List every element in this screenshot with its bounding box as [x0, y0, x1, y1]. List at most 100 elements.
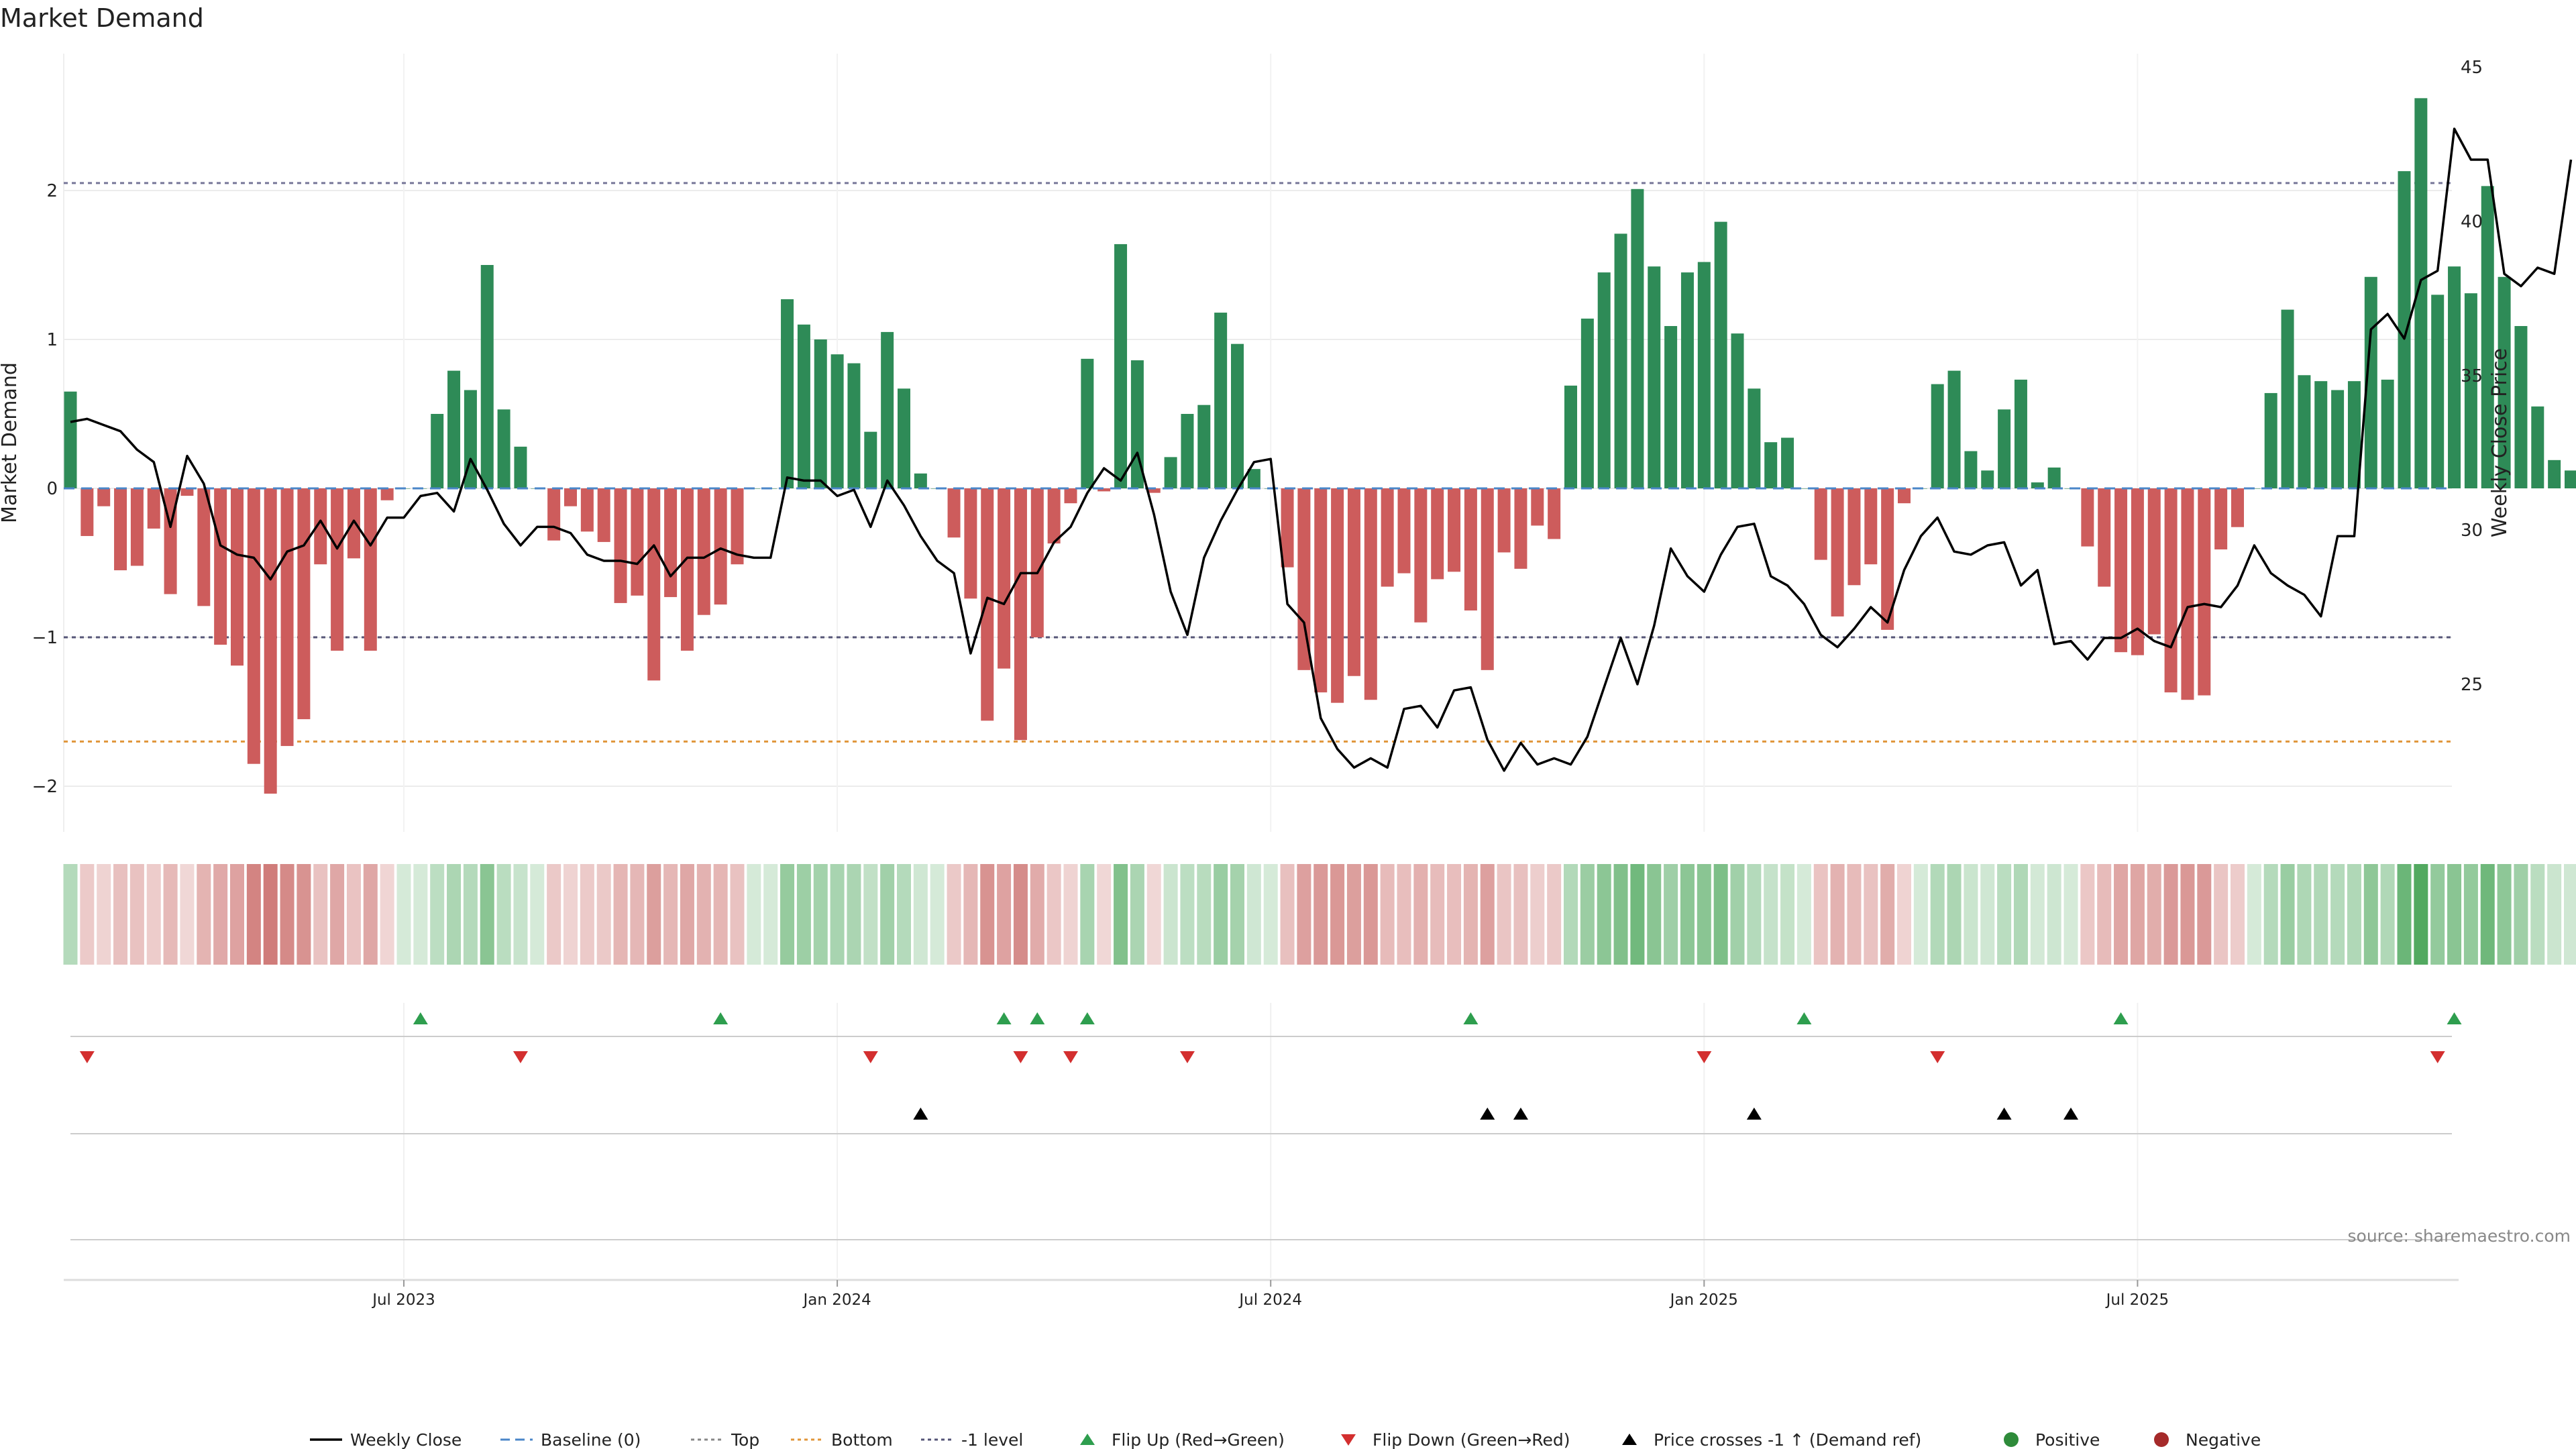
- heat-cell: [1146, 864, 1161, 965]
- heat-cell: [2547, 864, 2562, 965]
- heat-cell: [1263, 864, 1278, 965]
- heat-cell: [1830, 864, 1845, 965]
- heat-cell: [1747, 864, 1762, 965]
- heat-cell: [496, 864, 511, 965]
- heat-cell: [2047, 864, 2061, 965]
- heat-cell: [1280, 864, 1295, 965]
- demand-bar-positive: [1648, 266, 1661, 488]
- heat-cell: [613, 864, 628, 965]
- heat-cell: [2231, 864, 2245, 965]
- demand-bar-negative: [297, 488, 311, 720]
- demand-bar-positive: [1764, 442, 1778, 488]
- demand-bar-positive: [2364, 276, 2377, 488]
- demand-bar-negative: [631, 488, 644, 596]
- heat-cell: [1030, 864, 1044, 965]
- heat-cell: [1613, 864, 1628, 965]
- heat-cell: [2280, 864, 2295, 965]
- heat-cell: [2447, 864, 2462, 965]
- demand-bar-negative: [2181, 488, 2194, 700]
- demand-bar-negative: [647, 488, 661, 681]
- legend-triangle-down-icon: [1341, 1434, 1356, 1446]
- flip-up-marker: [2113, 1012, 2129, 1024]
- demand-bar-negative: [714, 488, 727, 605]
- flip-markers-panel: [70, 1012, 2462, 1063]
- legend-label: Top: [731, 1430, 759, 1449]
- heat-cell: [280, 864, 294, 965]
- demand-bar-negative: [114, 488, 127, 571]
- heat-cell: [2147, 864, 2161, 965]
- demand-bar-negative: [214, 488, 227, 645]
- demand-bar-positive: [1797, 488, 1811, 489]
- heat-cell: [1114, 864, 1128, 965]
- demand-bar-positive: [1748, 388, 1761, 488]
- x-tick-label: Jul 2025: [2105, 1291, 2169, 1309]
- legend-item: Weekly Close: [310, 1430, 462, 1449]
- demand-bar-negative: [331, 488, 344, 651]
- demand-bar-negative: [1548, 488, 1561, 539]
- demand-bar-negative: [97, 488, 111, 506]
- x-tick-label: Jul 2023: [371, 1291, 435, 1309]
- heat-cell: [2163, 864, 2178, 965]
- demand-bar-negative: [1397, 488, 1411, 574]
- demand-bar-positive: [1947, 370, 1961, 488]
- weekly-close-line: [70, 127, 2573, 772]
- demand-bar-positive: [1631, 189, 1644, 488]
- heat-cell: [1297, 864, 1311, 965]
- legend-label: Positive: [2035, 1430, 2100, 1449]
- heat-cell: [1397, 864, 1411, 965]
- demand-bar-negative: [264, 488, 277, 794]
- heat-cell: [913, 864, 928, 965]
- demand-bar-negative: [2081, 488, 2094, 547]
- chart-title: Market Demand: [0, 3, 204, 33]
- x-tick-label: Jul 2024: [1238, 1291, 1302, 1309]
- heat-cell: [863, 864, 878, 965]
- demand-bar-negative: [947, 488, 961, 538]
- demand-bar-positive: [2565, 470, 2576, 488]
- demand-bar-positive: [898, 388, 910, 488]
- legend-item: -1 level: [921, 1430, 1023, 1449]
- heat-cell: [1997, 864, 2012, 965]
- heat-cell: [1680, 864, 1695, 965]
- y-tick-label: −2: [32, 777, 58, 797]
- demand-bar-positive: [2464, 293, 2477, 488]
- y-axis-left: −2 −1 0 1 2: [32, 181, 58, 797]
- demand-bar-positive: [2414, 98, 2428, 489]
- weekly-close-series: [70, 127, 2573, 772]
- heat-cell: [297, 864, 311, 965]
- heat-cell: [313, 864, 328, 965]
- demand-bar-positive: [2514, 326, 2528, 488]
- heat-cell: [213, 864, 228, 965]
- legend-circle-icon: [2154, 1432, 2169, 1447]
- heat-cell: [2197, 864, 2212, 965]
- flip-up-marker: [2447, 1012, 2462, 1024]
- heat-cell: [2097, 864, 2112, 965]
- heat-cell: [2247, 864, 2261, 965]
- legend-label: Bottom: [831, 1430, 893, 1449]
- y-tick-label-right: 30: [2461, 521, 2483, 541]
- demand-bar-positive: [2481, 186, 2494, 488]
- heat-cell: [947, 864, 961, 965]
- heat-cell: [1363, 864, 1378, 965]
- heat-cell: [564, 864, 578, 965]
- heat-cell: [1447, 864, 1462, 965]
- demand-bar-negative: [2131, 488, 2144, 655]
- demand-bar-negative: [1881, 488, 1894, 630]
- heat-cell: [1330, 864, 1345, 965]
- heat-cell: [2564, 864, 2576, 965]
- heat-cell: [2480, 864, 2495, 965]
- heat-cell: [713, 864, 728, 965]
- demand-bar-negative: [364, 488, 377, 651]
- heat-cell: [663, 864, 678, 965]
- demand-bar-negative: [697, 488, 710, 615]
- price-cross-panel: [70, 1108, 2452, 1134]
- heat-cell: [430, 864, 445, 965]
- heat-cell: [630, 864, 645, 965]
- demand-bar-positive: [847, 363, 861, 488]
- heat-cell: [1647, 864, 1662, 965]
- price-cross-marker: [2063, 1108, 2078, 1120]
- heat-cell: [1380, 864, 1395, 965]
- demand-bar-negative: [247, 488, 260, 764]
- heat-cell: [463, 864, 478, 965]
- legend-label: -1 level: [961, 1430, 1023, 1449]
- heat-cell: [113, 864, 128, 965]
